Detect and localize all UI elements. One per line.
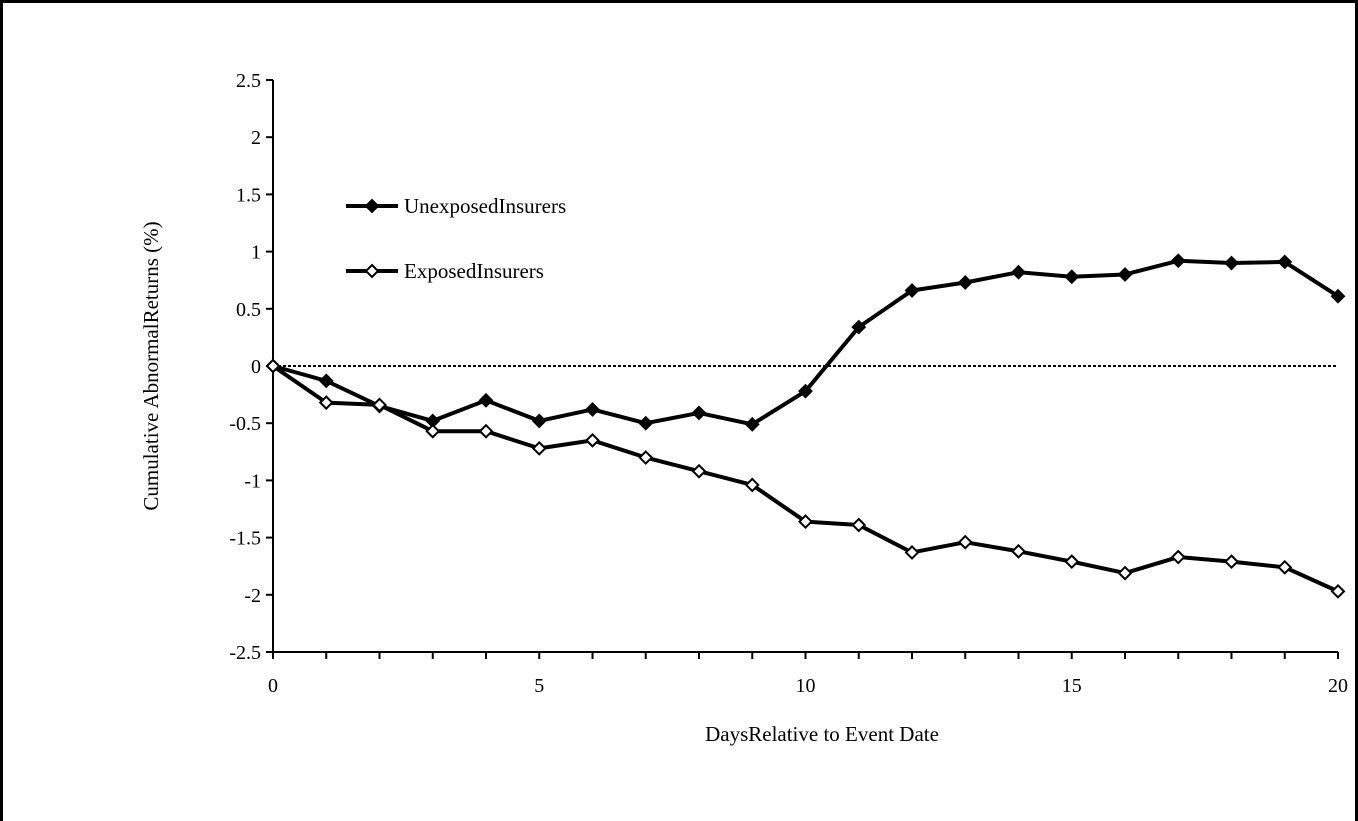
y-tick-label: 2	[251, 127, 261, 149]
y-axis-title: Cumulative AbnormalReturns (%)	[139, 221, 163, 510]
data-point-exposedinsurers	[318, 395, 334, 411]
x-tick-label: 5	[534, 675, 544, 697]
data-point-unexposedinsurers	[531, 413, 547, 429]
y-tick-label: 1.5	[236, 184, 261, 206]
x-axis-title: DaysRelative to Event Date	[705, 722, 939, 746]
series-markers	[265, 253, 1346, 599]
data-point-unexposedinsurers	[691, 405, 707, 421]
axes: 2.5 2 1.5 1 0.5 0 -0.5 -1 -1.5 -2 -2.5 0 5 10 15 20	[229, 70, 1348, 697]
data-point-exposedinsurers	[1224, 554, 1239, 570]
legend-label: UnexposedInsurers	[404, 194, 566, 218]
data-point-unexposedinsurers	[851, 319, 867, 335]
y-tick-label: 1	[251, 242, 261, 264]
y-tick-label: 2.5	[236, 70, 261, 92]
y-tick-label: -1	[244, 470, 261, 492]
data-point-exposedinsurers	[638, 450, 654, 465]
data-point-exposedinsurers	[1330, 583, 1346, 599]
data-point-unexposedinsurers	[1064, 269, 1080, 285]
y-tick-label: 0	[251, 356, 261, 378]
x-tick-label: 0	[268, 675, 278, 697]
data-point-unexposedinsurers	[478, 392, 494, 408]
data-point-unexposedinsurers	[318, 373, 334, 389]
data-point-exposedinsurers	[691, 463, 707, 479]
data-point-exposedinsurers	[1064, 554, 1080, 570]
x-tick-label: 20	[1328, 675, 1348, 697]
data-point-exposedinsurers	[744, 477, 760, 493]
data-point-exposedinsurers	[798, 514, 813, 529]
data-point-exposedinsurers	[585, 432, 600, 448]
data-point-unexposedinsurers	[1011, 264, 1026, 280]
data-point-unexposedinsurers	[1277, 254, 1293, 270]
data-point-unexposedinsurers	[638, 415, 654, 431]
data-point-unexposedinsurers	[1170, 253, 1186, 269]
y-tick-label: -0.5	[229, 413, 261, 435]
y-tick-label: 0.5	[236, 299, 261, 321]
data-point-exposedinsurers	[372, 397, 387, 413]
series-line-unexposedinsurers	[272, 258, 1340, 427]
data-point-unexposedinsurers	[585, 402, 600, 417]
data-point-unexposedinsurers	[798, 383, 813, 399]
data-point-unexposedinsurers	[744, 416, 760, 432]
x-tick-label: 10	[796, 675, 816, 697]
data-point-exposedinsurers	[1170, 549, 1186, 565]
data-point-exposedinsurers	[425, 423, 441, 439]
x-tick-label: 15	[1062, 675, 1082, 697]
data-point-unexposedinsurers	[1117, 267, 1133, 282]
legend-label: ExposedInsurers	[404, 259, 544, 283]
legend: UnexposedInsurers ExposedInsurers	[346, 194, 566, 283]
data-point-exposedinsurers	[1011, 543, 1026, 559]
data-point-exposedinsurers	[904, 545, 920, 560]
y-tick-label: -1.5	[229, 528, 261, 550]
data-point-unexposedinsurers	[904, 283, 920, 298]
data-point-exposedinsurers	[265, 358, 281, 374]
data-point-unexposedinsurers	[957, 275, 973, 290]
data-point-exposedinsurers	[957, 534, 973, 550]
data-point-exposedinsurers	[851, 517, 867, 533]
y-tick-label: -2	[244, 585, 261, 607]
legend-marker	[364, 198, 380, 214]
data-point-unexposedinsurers	[1330, 288, 1346, 304]
data-point-exposedinsurers	[478, 423, 494, 439]
data-point-exposedinsurers	[1117, 565, 1133, 581]
data-point-exposedinsurers	[531, 440, 547, 456]
data-point-exposedinsurers	[1277, 559, 1293, 575]
data-point-unexposedinsurers	[1224, 255, 1239, 271]
legend-marker	[364, 263, 380, 279]
y-tick-label: -2.5	[229, 642, 261, 664]
